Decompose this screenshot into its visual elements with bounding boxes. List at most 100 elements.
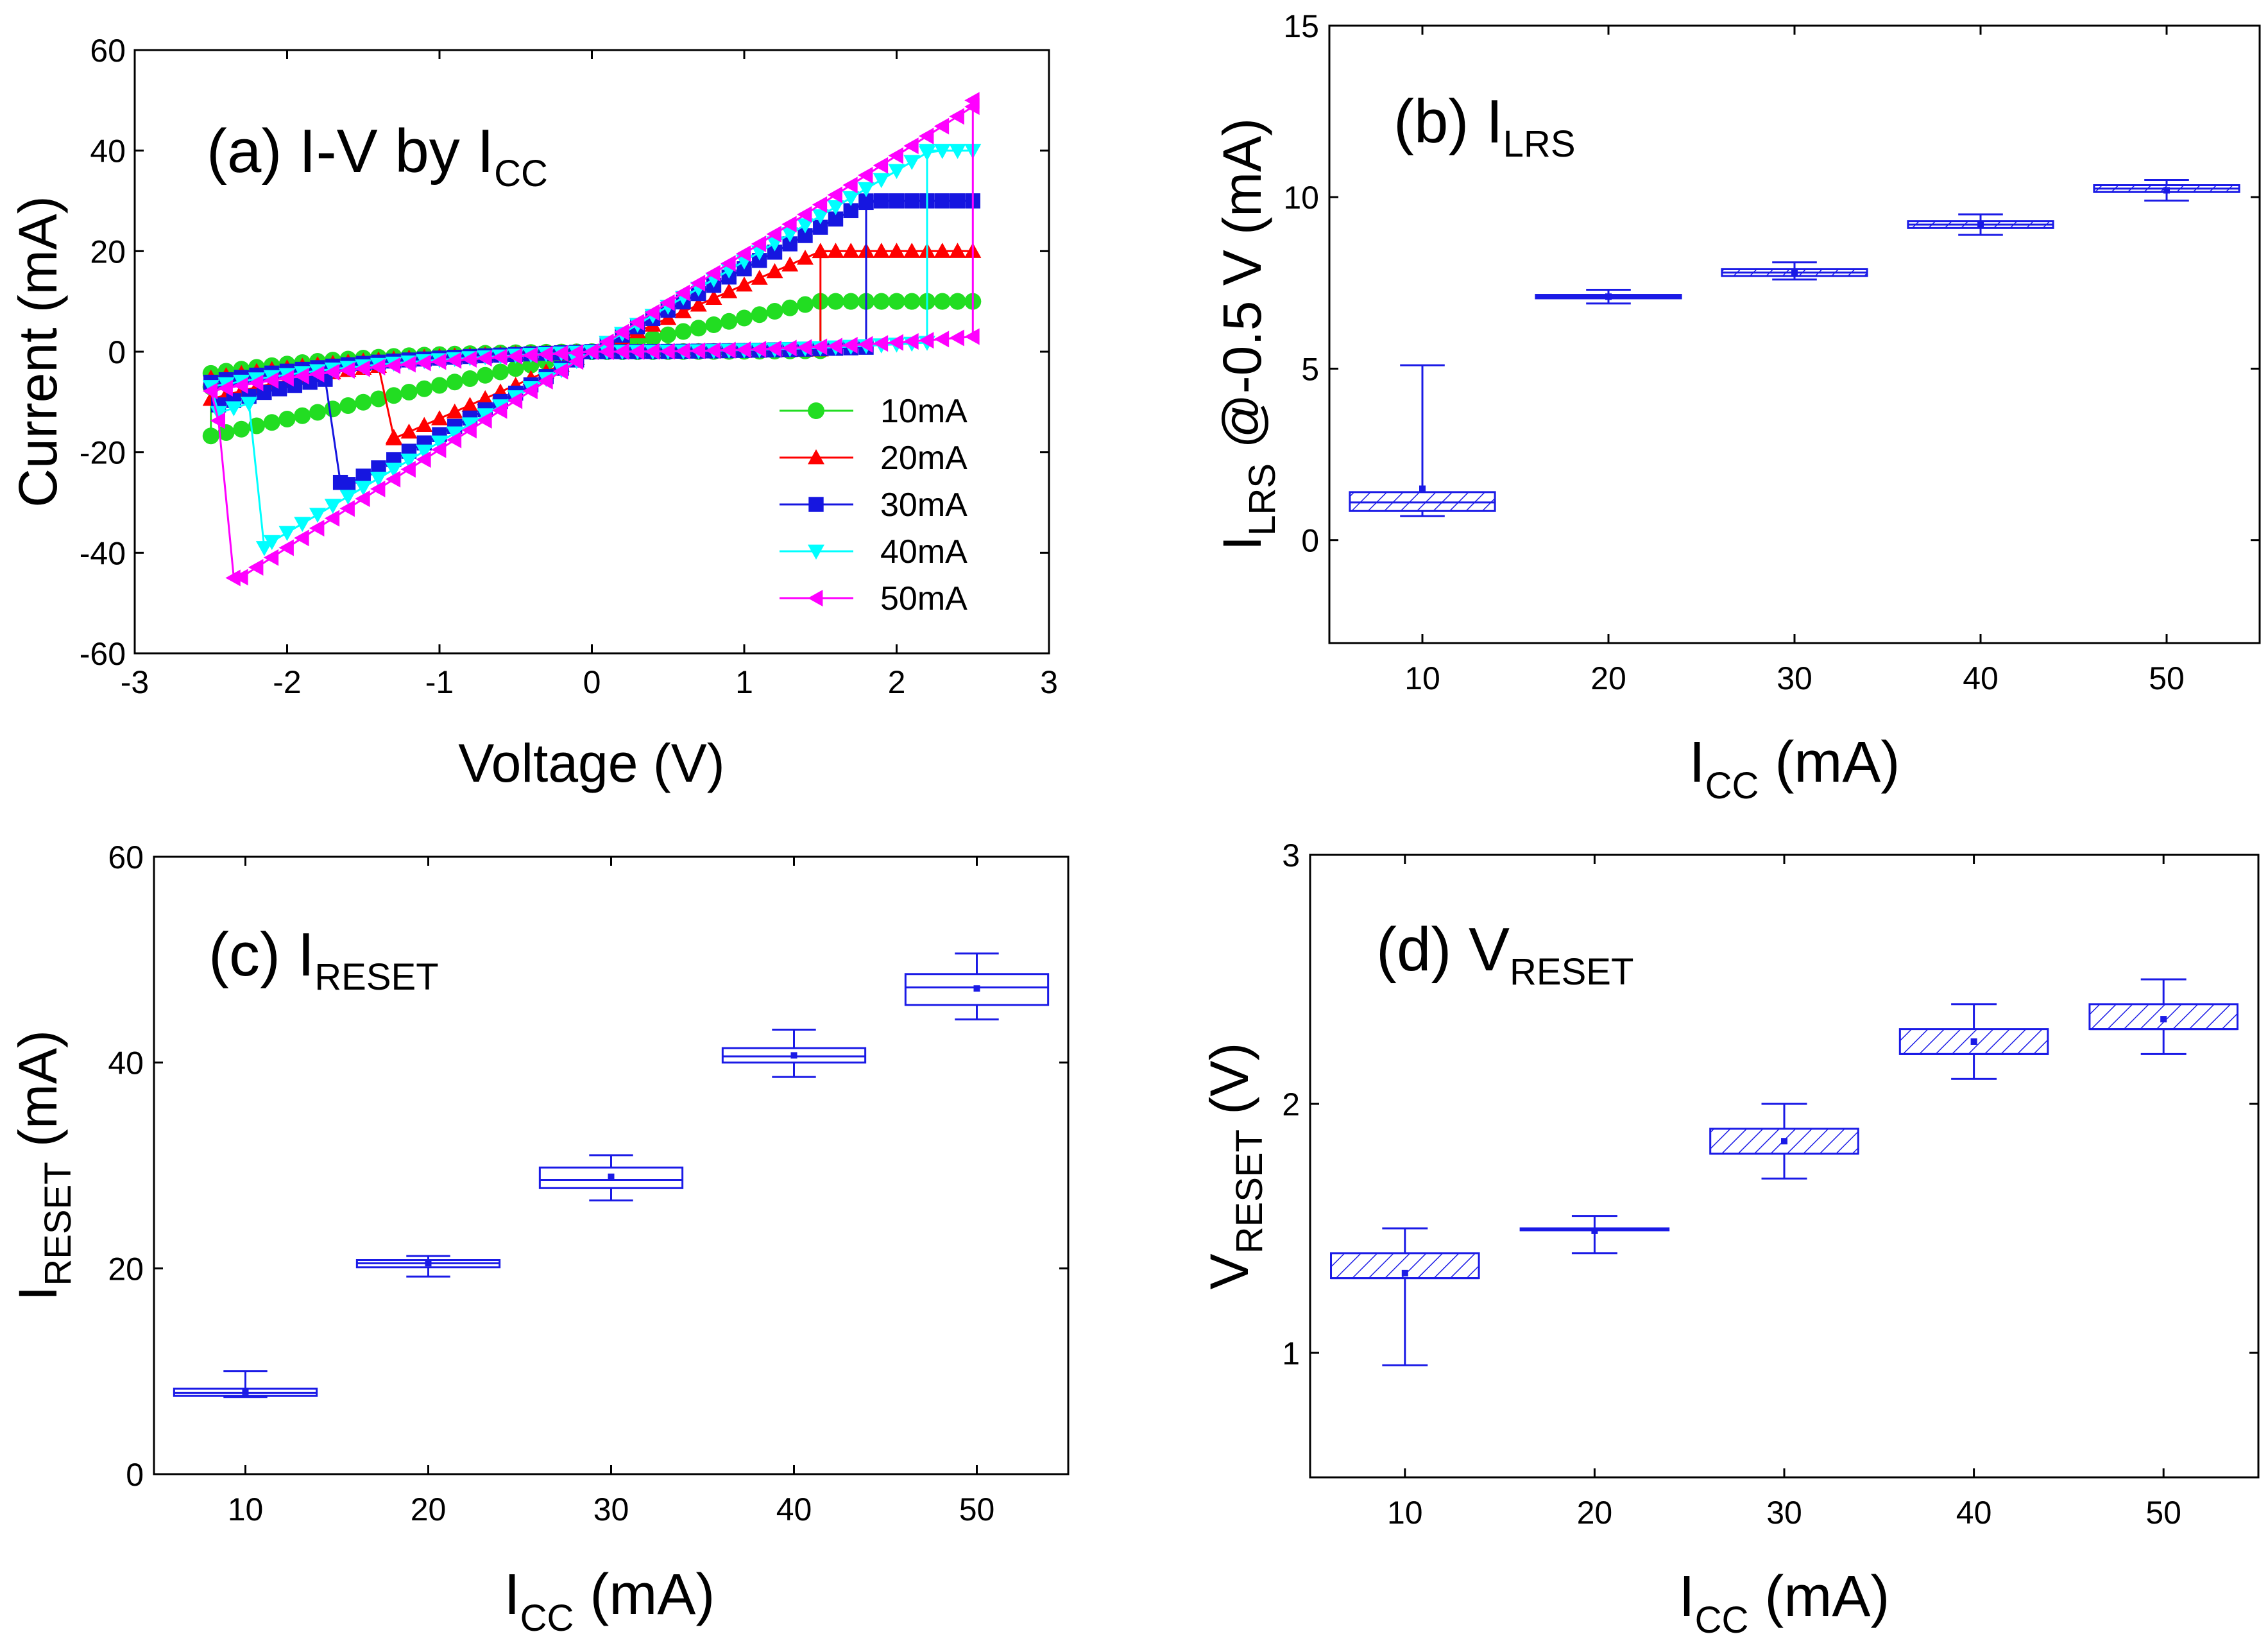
iv-marker-triangle-up — [781, 256, 799, 271]
iv-marker-triangle-left — [720, 341, 736, 359]
ilrs-x-tick-label: 30 — [1777, 660, 1812, 696]
iv-marker-triangle-left — [919, 332, 934, 349]
legend-label: 40mA — [880, 533, 968, 571]
iv-marker-triangle-down — [812, 209, 829, 225]
iv-marker-circle — [355, 393, 372, 411]
iv-marker-triangle-left — [690, 342, 706, 359]
iv-marker-triangle-left — [660, 343, 675, 360]
ilrs-x-tick-label: 40 — [1963, 660, 1999, 696]
iv-marker-triangle-left — [797, 339, 812, 356]
vreset-y-tick-label: 1 — [1282, 1336, 1300, 1371]
ilrs-mean-marker — [1605, 293, 1612, 300]
vreset-box-body — [1709, 1128, 1859, 1155]
ireset-box-40 — [721, 1028, 867, 1078]
iv-series-50mA — [202, 92, 980, 587]
iv-marker-triangle-down — [355, 481, 372, 496]
iv-plot-area — [202, 92, 982, 587]
vreset-x-axis-title: ICC (mA) — [1679, 1565, 1890, 1641]
iv-marker-circle — [720, 313, 738, 330]
iv-marker-triangle-down — [446, 426, 463, 442]
iv-marker-triangle-left — [583, 343, 599, 360]
iv-marker-triangle-left — [644, 343, 660, 360]
iv-marker-circle — [660, 326, 677, 343]
iv-marker-triangle-left — [355, 490, 370, 508]
iv-marker-triangle-left — [210, 412, 226, 429]
vreset-box-40 — [1898, 1003, 2049, 1080]
iv-x-tick-label: 3 — [1040, 664, 1058, 700]
iv-marker-triangle-left — [492, 348, 507, 366]
iv-marker-triangle-up — [888, 243, 905, 258]
ilrs-x-axis-title: ICC (mA) — [1689, 730, 1900, 807]
iv-marker-triangle-down — [416, 444, 433, 460]
iv-marker-triangle-down — [842, 191, 860, 207]
ireset-mean-marker — [973, 985, 980, 992]
ireset-box-50 — [904, 952, 1050, 1020]
iv-marker-square — [889, 193, 905, 209]
iv-marker-circle — [808, 402, 824, 419]
iv-marker-triangle-up — [720, 283, 738, 298]
iv-marker-triangle-left — [446, 352, 462, 369]
iv-marker-circle — [446, 374, 463, 391]
vreset-x-tick-label: 30 — [1766, 1495, 1802, 1531]
iv-marker-circle — [675, 323, 692, 340]
iv-marker-triangle-down — [294, 517, 311, 532]
ireset-mean-marker — [790, 1052, 797, 1059]
iv-marker-triangle-down — [827, 200, 844, 216]
vreset-mean-marker — [1781, 1138, 1787, 1145]
iv-marker-triangle-left — [538, 372, 553, 390]
iv-marker-triangle-left — [522, 347, 538, 364]
iv-marker-triangle-left — [553, 363, 568, 380]
panel-d-title: (d) VRESET — [1376, 915, 1633, 993]
iv-marker-triangle-up — [675, 303, 692, 318]
iv-marker-circle — [461, 370, 479, 387]
iv-axis-ticks: -3 -2 -1 0 1 2 3 -60 -40 -20 0 20 40 60 — [80, 33, 1058, 700]
iv-marker-triangle-up — [949, 243, 966, 258]
iv-marker-triangle-left — [507, 348, 523, 365]
iv-x-tick-label: 2 — [888, 664, 906, 700]
iv-marker-circle — [492, 363, 509, 381]
ilrs-box-50 — [2093, 179, 2240, 202]
iv-marker-triangle-left — [385, 357, 401, 374]
iv-marker-triangle-left — [477, 411, 492, 429]
iv-marker-triangle-left — [599, 343, 614, 360]
iv-marker-triangle-left — [522, 382, 538, 400]
ilrs-x-tick-label: 50 — [2149, 660, 2185, 696]
iv-y-tick-label: 20 — [90, 234, 126, 270]
iv-marker-triangle-down — [210, 406, 227, 422]
iv-marker-triangle-left — [720, 255, 736, 272]
iv-marker-triangle-left — [431, 441, 447, 458]
iv-marker-square — [355, 468, 371, 484]
iv-marker-circle — [431, 377, 448, 394]
ireset-mean-marker — [608, 1173, 615, 1180]
iv-marker-triangle-up — [736, 276, 753, 292]
iv-marker-triangle-left — [858, 167, 873, 184]
iv-marker-triangle-left — [964, 328, 980, 345]
vreset-mean-marker — [1591, 1227, 1598, 1234]
iv-marker-triangle-up — [797, 250, 814, 265]
iv-x-tick-label: 1 — [735, 664, 753, 700]
ireset-mean-marker — [425, 1260, 432, 1267]
iv-marker-triangle-down — [263, 535, 280, 551]
ilrs-box-20 — [1535, 289, 1682, 305]
iv-marker-square — [808, 497, 824, 512]
iv-marker-circle — [263, 414, 280, 431]
iv-marker-triangle-left — [629, 343, 645, 360]
panel-b-title: (b) ILRS — [1394, 87, 1576, 165]
iv-marker-triangle-up — [808, 449, 824, 465]
legend-item: 50mA — [780, 580, 968, 617]
ilrs-mean-marker — [1419, 485, 1426, 492]
iv-marker-triangle-left — [934, 117, 950, 135]
iv-marker-triangle-left — [370, 359, 386, 376]
iv-x-tick-label: -3 — [121, 664, 149, 700]
legend-item: 30mA — [780, 486, 968, 524]
iv-marker-triangle-left — [202, 382, 218, 400]
vreset-box-30 — [1709, 1103, 1859, 1180]
iv-marker-circle — [934, 293, 951, 310]
iv-marker-triangle-left — [705, 342, 720, 359]
iv-marker-triangle-left — [827, 186, 842, 203]
iv-marker-triangle-left — [416, 451, 431, 468]
iv-marker-triangle-down — [934, 144, 951, 159]
iv-marker-triangle-left — [660, 294, 675, 311]
ireset-box-20 — [355, 1255, 501, 1278]
vreset-plot-area — [1330, 978, 2238, 1366]
